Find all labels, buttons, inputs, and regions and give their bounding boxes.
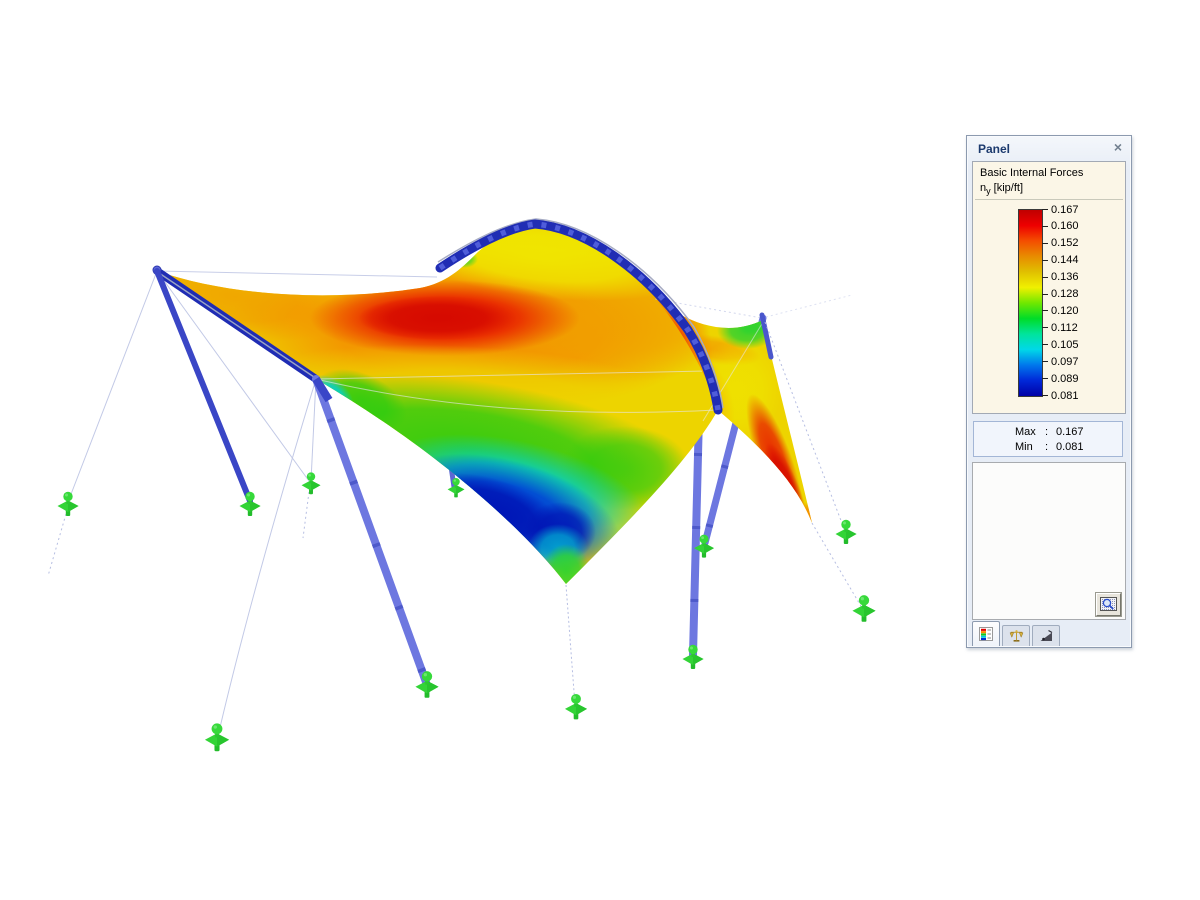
results-panel: Panel × Basic Internal Forces ny [kip/ft…: [966, 135, 1132, 648]
legend-tick: [1042, 310, 1048, 312]
panel-settings-button[interactable]: [1096, 593, 1121, 616]
front-masts: [154, 268, 774, 686]
tab-filter[interactable]: [1032, 625, 1060, 646]
legend-tick-label: 0.144: [1051, 254, 1079, 267]
max-label: Max: [1015, 426, 1036, 438]
support-node: [447, 478, 465, 498]
legend-tick: [1042, 378, 1048, 380]
legend-separator: [975, 199, 1123, 200]
max-row: Max : 0.167: [1015, 426, 1084, 438]
tab-color-spectrum[interactable]: [972, 621, 1000, 646]
membrane-seams: [315, 370, 717, 413]
panel-titlebar[interactable]: Panel ×: [967, 136, 1131, 160]
max-value: 0.167: [1056, 426, 1084, 438]
ridge-wire-over-sail: [654, 294, 853, 319]
legend-tick-label: 0.128: [1051, 288, 1079, 301]
support-nodes: [57, 472, 876, 752]
legend-quantity-label: ny [kip/ft]: [980, 182, 1024, 197]
legend-tick-label: 0.097: [1051, 355, 1079, 368]
legend-box: Basic Internal Forces ny [kip/ft] 0.167 0…: [972, 161, 1126, 414]
magnifier-settings-icon: [1100, 597, 1117, 611]
tab-factors[interactable]: [1002, 625, 1030, 646]
min-row: Min : 0.081: [1015, 441, 1084, 453]
arch-beam: [435, 218, 724, 415]
legend-tick: [1042, 276, 1048, 278]
sail-tip-strut: [759, 312, 774, 360]
legend-tick: [1042, 293, 1048, 295]
legend-tick-label: 0.112: [1051, 321, 1078, 334]
panel-title: Panel: [978, 142, 1011, 156]
panel-tab-bar: [972, 620, 1060, 646]
color-scale-bar: [1018, 209, 1043, 397]
legend-tick-label: 0.120: [1051, 304, 1079, 317]
legend-tick: [1042, 242, 1048, 244]
close-icon[interactable]: ×: [1113, 139, 1122, 155]
legend-tick-label: 0.105: [1051, 338, 1079, 351]
legend-tick: [1042, 327, 1048, 329]
filter-ramp-icon: [1040, 629, 1052, 641]
legend-tick-label: 0.089: [1051, 372, 1079, 385]
legend-tick: [1042, 361, 1048, 363]
legend-tick: [1042, 209, 1048, 210]
legend-tick-label: 0.136: [1051, 271, 1079, 284]
legend-tick-label: 0.152: [1051, 237, 1079, 250]
max-min-box: Max : 0.167 Min : 0.081: [973, 421, 1123, 457]
legend-tick: [1042, 344, 1048, 346]
min-value: 0.081: [1056, 441, 1084, 453]
panel-options-area: [972, 462, 1126, 620]
legend-tick-label: 0.167: [1051, 203, 1079, 216]
legend-section-title: Basic Internal Forces: [980, 167, 1084, 179]
color-spectrum-icon: [979, 627, 993, 641]
guy-wires-front: [565, 321, 863, 706]
legend-tick: [1042, 259, 1048, 261]
legend-tick: [1042, 395, 1048, 396]
legend-tick-label: 0.081: [1051, 389, 1079, 402]
guy-wires-back: [47, 270, 438, 737]
scales-icon: [1009, 630, 1023, 642]
legend-tick: [1042, 225, 1048, 227]
min-label: Min: [1015, 441, 1033, 453]
legend-tick-label: 0.160: [1051, 220, 1079, 233]
